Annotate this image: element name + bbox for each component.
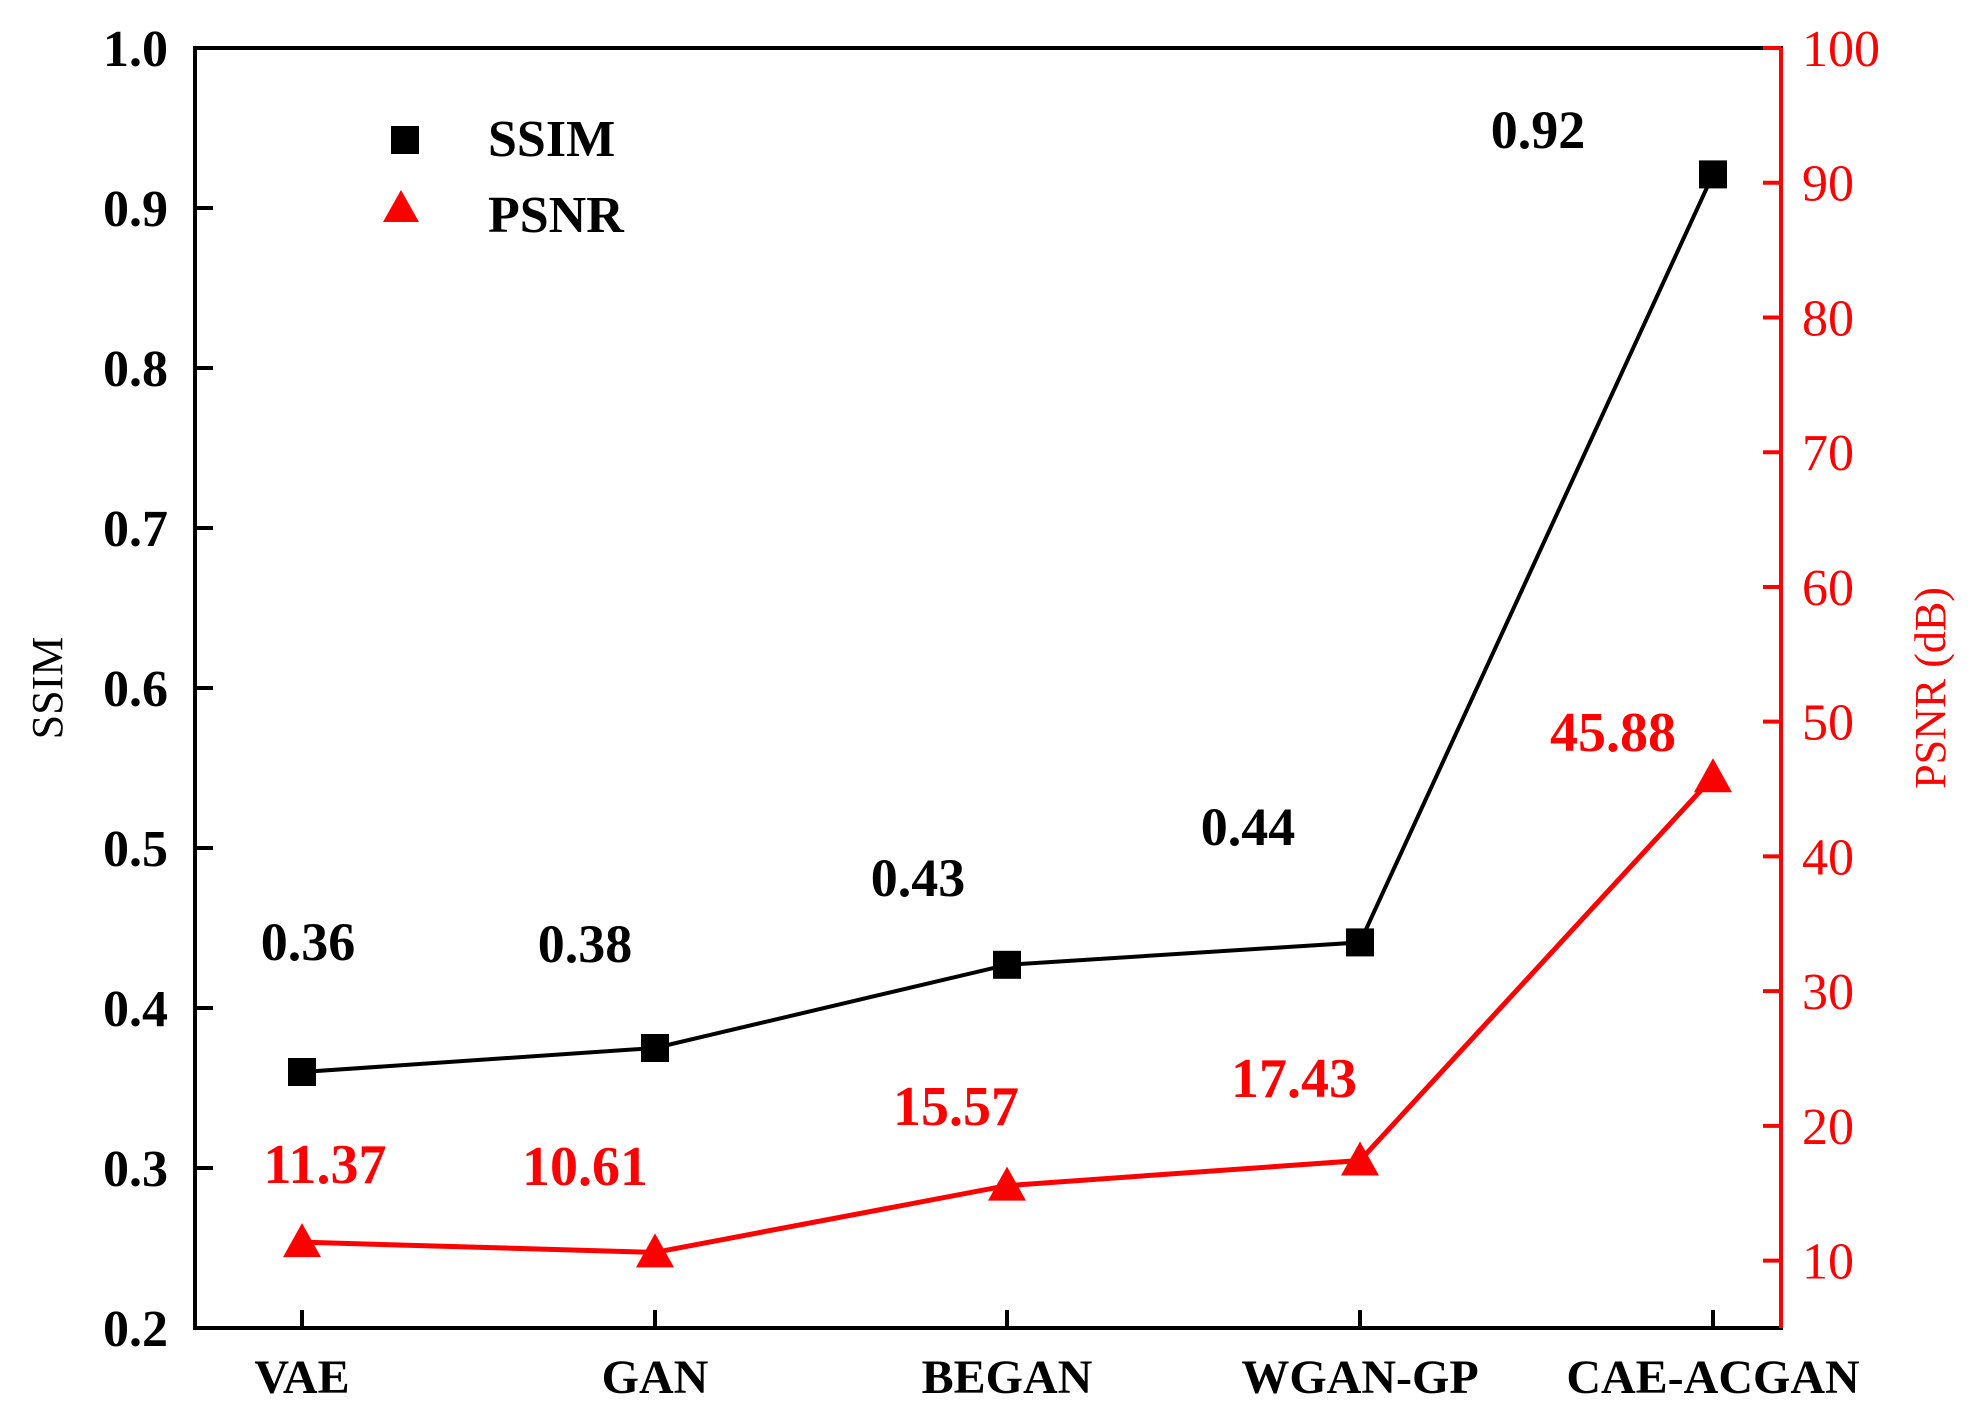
psnr-data-label: 10.61: [522, 1136, 648, 1198]
right-tick-label: 40: [1802, 829, 1854, 886]
psnr-point: [988, 1166, 1026, 1201]
left-tick-label: 1.0: [103, 21, 168, 78]
left-tick-label: 0.6: [103, 661, 168, 718]
ssim-data-labels: 0.36 0.38 0.43 0.44 0.92: [261, 100, 1586, 974]
legend-ssim-label: SSIM: [488, 111, 615, 168]
y-axis-left-label: SSIM: [23, 637, 72, 740]
right-tick-label: 10: [1802, 1234, 1854, 1291]
x-tick-label: WGAN-GP: [1241, 1351, 1478, 1404]
left-tick-label: 0.8: [103, 341, 168, 398]
legend: SSIM PSNR: [383, 111, 625, 244]
ssim-data-label: 0.43: [871, 848, 966, 908]
x-axis-ticks: VAE GAN BEGAN WGAN-GP CAE-ACGAN: [254, 1310, 1860, 1404]
left-tick-label: 0.2: [103, 1301, 168, 1358]
psnr-point: [1694, 758, 1732, 793]
legend-ssim-square-icon: [391, 126, 419, 154]
x-tick-label: BEGAN: [922, 1351, 1093, 1404]
left-tick-label: 0.7: [103, 501, 168, 558]
psnr-data-label: 11.37: [264, 1134, 387, 1196]
legend-psnr-triangle-icon: [383, 190, 419, 222]
ssim-data-label: 0.44: [1201, 797, 1296, 857]
ssim-data-label: 0.36: [261, 912, 356, 972]
right-tick-label: 50: [1802, 695, 1854, 752]
left-axis-ticks: 0.2 0.3 0.4 0.5 0.6 0.7 0.8 0.9 1.0: [103, 21, 213, 1358]
ssim-point: [1699, 160, 1727, 189]
right-tick-label: 30: [1802, 964, 1854, 1021]
psnr-point: [283, 1223, 321, 1258]
right-tick-label: 20: [1802, 1099, 1854, 1156]
left-tick-label: 0.3: [103, 1141, 168, 1198]
ssim-markers: [288, 160, 1727, 1086]
right-tick-label: 60: [1802, 560, 1854, 617]
left-tick-label: 0.5: [103, 821, 168, 878]
x-tick-label: VAE: [254, 1351, 349, 1404]
psnr-point: [1341, 1141, 1379, 1176]
left-tick-label: 0.4: [103, 981, 168, 1038]
psnr-point: [636, 1233, 674, 1268]
right-tick-label: 90: [1802, 156, 1854, 213]
ssim-data-label: 0.92: [1491, 100, 1586, 160]
right-tick-label: 70: [1802, 425, 1854, 482]
ssim-point: [288, 1058, 316, 1086]
psnr-data-label: 15.57: [893, 1076, 1019, 1138]
psnr-markers: [283, 758, 1732, 1268]
x-tick-label: GAN: [602, 1351, 709, 1404]
legend-psnr-label: PSNR: [488, 187, 625, 244]
left-tick-label: 0.9: [103, 181, 168, 238]
y-axis-right-label: PSNR (dB): [1906, 587, 1955, 789]
ssim-point: [993, 950, 1021, 979]
right-tick-label: 80: [1802, 290, 1854, 347]
ssim-point: [641, 1034, 669, 1062]
ssim-point: [1346, 928, 1374, 957]
psnr-data-label: 45.88: [1550, 702, 1676, 764]
ssim-data-label: 0.38: [538, 914, 633, 974]
right-tick-label: 100: [1802, 21, 1880, 78]
right-axis-ticks: 10 20 30 40 50 60 70 80 90 100: [1763, 21, 1880, 1291]
psnr-data-labels: 11.37 10.61 15.57 17.43 45.88: [264, 702, 1676, 1198]
x-tick-label: CAE-ACGAN: [1566, 1351, 1860, 1404]
psnr-data-label: 17.43: [1231, 1048, 1357, 1110]
